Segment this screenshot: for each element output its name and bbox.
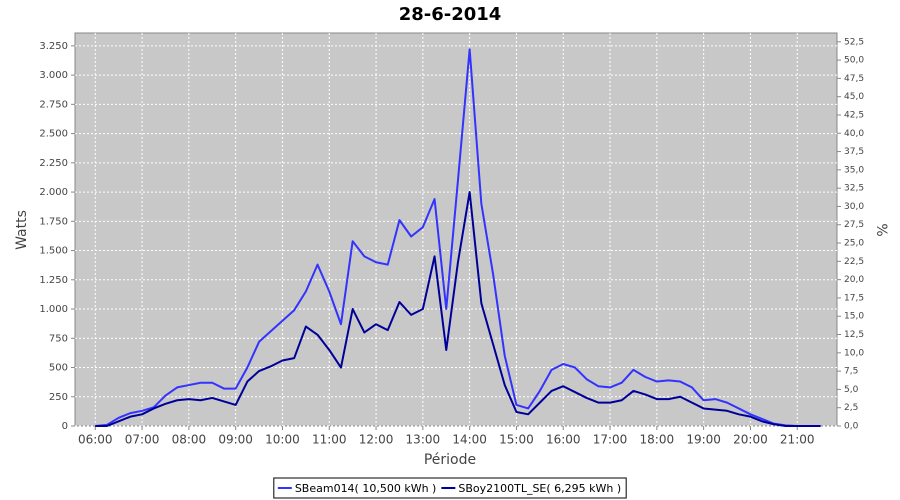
x-tick-label: 09:00	[218, 433, 253, 447]
x-tick-label: 18:00	[640, 433, 675, 447]
y-axis-label: Watts	[14, 210, 30, 250]
y2-tick-label: 5,0	[844, 385, 859, 395]
y-tick-label: 250	[49, 392, 68, 403]
y-tick-label: 500	[49, 363, 68, 374]
y-tick-label: 2.500	[39, 129, 68, 140]
y2-tick-label: 20,0	[844, 275, 864, 285]
y2-tick-label: 50,0	[844, 56, 864, 66]
plot-area	[74, 32, 838, 427]
x-tick-label: 19:00	[686, 433, 721, 447]
y2-tick-label: 40,0	[844, 129, 864, 139]
x-tick-label: 12:00	[359, 433, 394, 447]
x-tick-label: 08:00	[172, 433, 207, 447]
y2-tick-label: 2,5	[844, 403, 858, 413]
y2-tick-label: 10,0	[844, 348, 864, 358]
y-tick-label: 1.250	[39, 275, 68, 286]
x-tick-label: 20:00	[733, 433, 768, 447]
y2-tick-label: 25,0	[844, 239, 864, 249]
y-tick-label: 2.750	[39, 99, 68, 110]
y2-tick-label: 30,0	[844, 202, 864, 212]
y2-tick-label: 45,0	[844, 92, 864, 102]
x-tick-label: 11:00	[312, 433, 347, 447]
y-tick-label: 1.500	[39, 246, 68, 257]
chart-title: 28-6-2014	[399, 4, 502, 25]
y2-tick-label: 27,5	[844, 220, 864, 230]
x-tick-label: 15:00	[499, 433, 534, 447]
y2-tick-label: 37,5	[844, 147, 864, 157]
y2-tick-label: 12,5	[844, 330, 864, 340]
y-tick-label: 2.000	[39, 187, 68, 198]
y-tick-label: 1.750	[39, 216, 68, 227]
y-tick-label: 0	[62, 421, 68, 432]
y2-tick-label: 42,5	[844, 110, 864, 120]
y-tick-label: 1.000	[39, 304, 68, 315]
y-tick-label: 2.250	[39, 158, 68, 169]
y2-tick-label: 0,0	[844, 422, 859, 432]
y2-tick-label: 22,5	[844, 257, 864, 267]
legend-label: SBoy2100TL_SE( 6,295 kWh )	[458, 482, 621, 495]
x-axis-label: Période	[424, 452, 476, 468]
y2-tick-label: 47,5	[844, 74, 864, 84]
x-tick-label: 07:00	[125, 433, 160, 447]
y2-axis-label: %	[873, 223, 889, 236]
x-tick-label: 21:00	[780, 433, 815, 447]
y2-tick-label: 15,0	[844, 312, 864, 322]
y2-tick-label: 32,5	[844, 184, 864, 194]
x-tick-label: 14:00	[452, 433, 487, 447]
series-line	[95, 48, 821, 427]
x-tick-label: 17:00	[593, 433, 628, 447]
y2-tick-label: 35,0	[844, 165, 864, 175]
x-tick-label: 13:00	[406, 433, 441, 447]
y2-tick-label: 52,5	[844, 37, 864, 47]
legend-label: SBeam014( 10,500 kWh )	[295, 482, 437, 495]
x-tick-label: 16:00	[546, 433, 581, 447]
y2-tick-label: 7,5	[844, 367, 858, 377]
y-tick-label: 750	[49, 333, 68, 344]
x-tick-label: 06:00	[78, 433, 113, 447]
legend: SBeam014( 10,500 kWh ) SBoy2100TL_SE( 6,2…	[273, 477, 627, 499]
y-tick-label: 3.250	[39, 41, 68, 52]
series-line	[95, 191, 821, 427]
y2-tick-label: 17,5	[844, 293, 864, 303]
y-tick-label: 3.000	[39, 70, 68, 81]
x-tick-label: 10:00	[265, 433, 300, 447]
